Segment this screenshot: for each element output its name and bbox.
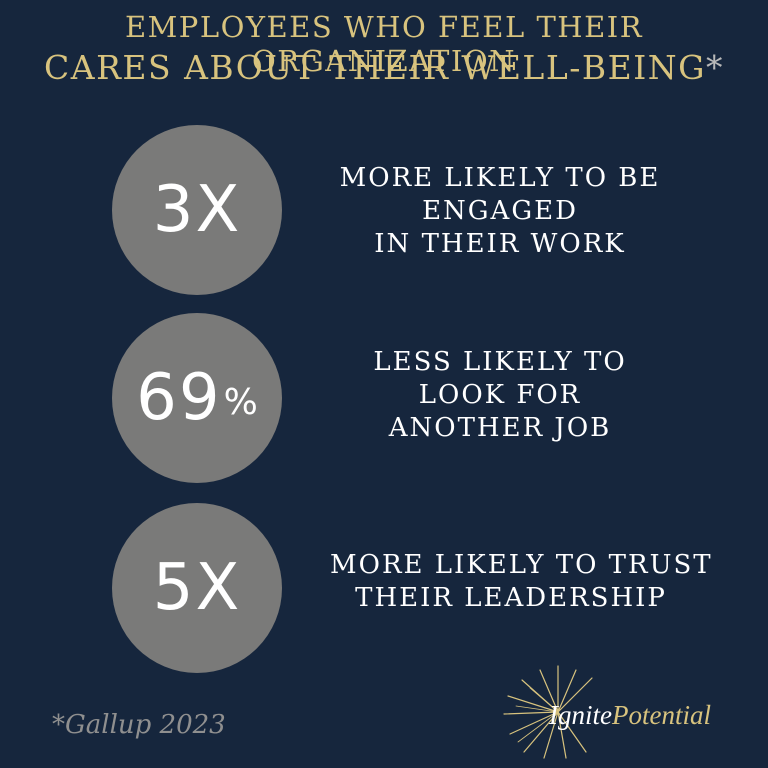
stat-1-line-3: IN THEIR WORK (374, 229, 626, 259)
asterisk-marker: * (706, 48, 725, 87)
stat-2-line-1: LESS LIKELY TO (373, 347, 627, 377)
stat-2-line-2: LOOK FOR (418, 380, 582, 410)
stat-3-description: MORE LIKELY TO TRUST THEIR LEADERSHIP (330, 549, 713, 615)
stat-circle-3: 5X (112, 503, 282, 673)
stat-1-line-1: MORE LIKELY TO BE (339, 163, 661, 193)
sparkle-burst-icon (503, 665, 593, 759)
source-citation: *Gallup 2023 (52, 710, 226, 740)
stat-circle-1: 3X (112, 125, 282, 295)
stat-2-suffix: % (223, 381, 258, 423)
stat-2-value: 69 (136, 361, 222, 435)
logo-word-2: Potential (611, 700, 711, 730)
title-line-2-text: CARES ABOUT THEIR WELL-BEING (43, 48, 707, 87)
stat-2-line-3: ANOTHER JOB (388, 413, 612, 443)
stat-3-line-2: THEIR LEADERSHIP (355, 583, 667, 613)
logo-wordmark: IgnitePotential (549, 700, 711, 731)
logo-word-1: Ignite (549, 700, 612, 730)
stat-1-line-2: ENGAGED (422, 196, 578, 226)
stat-circle-2: 69% (112, 313, 282, 483)
stat-2-description: LESS LIKELY TO LOOK FOR ANOTHER JOB (330, 346, 670, 445)
stat-3-value: 5X (152, 551, 242, 625)
brand-logo: IgnitePotential (500, 664, 740, 760)
stat-1-value: 3X (152, 173, 242, 247)
stat-3-line-1: MORE LIKELY TO TRUST (330, 550, 713, 580)
title-line-2: CARES ABOUT THEIR WELL-BEING* (0, 48, 768, 87)
stat-1-description: MORE LIKELY TO BE ENGAGED IN THEIR WORK (330, 162, 670, 261)
title-line-1: EMPLOYEES WHO FEEL THEIR ORGANIZATION (124, 10, 644, 78)
